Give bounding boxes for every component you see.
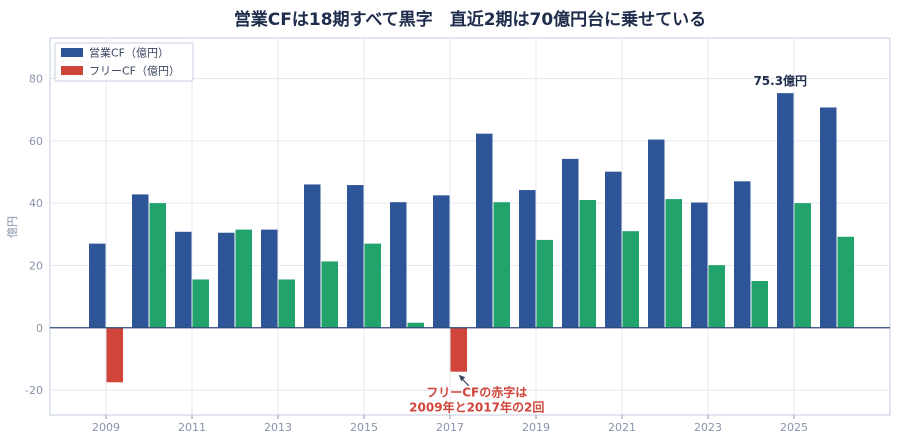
bar-operating-cf-2021 [605,171,622,328]
bar-operating-cf-2018 [476,133,493,328]
bar-operating-cf-2026 [820,107,837,328]
legend: 営業CF（億円） フリーCF（億円） [54,42,194,82]
y-axis-ticks: -20 0 20 40 60 80 [25,73,43,398]
x-tick-label-2017: 2017 [436,421,464,434]
bar-operating-cf-2012 [218,232,235,328]
annotation-negative-fcf-line-2: 2009年と2017年の2回 [409,400,544,415]
chart-title: 営業CFは18期すべて黒字 直近2期は70億円台に乗せている [234,9,706,30]
y-tick-label-80: 80 [29,73,43,86]
bar-free-cf-2010 [149,203,166,328]
bar-free-cf-2025 [794,203,811,328]
bar-operating-cf-2011 [175,231,192,328]
legend-swatch-operating-cf [61,48,83,57]
x-axis-ticks: 2009 2011 2013 2015 2017 2019 2021 2023 2025 [92,415,808,434]
bar-free-cf-2017 [450,327,467,372]
x-tick-label-2021: 2021 [608,421,636,434]
bars [89,93,854,383]
bar-free-cf-2015 [364,243,381,328]
legend-label-free-cf: フリーCF（億円） [89,65,180,78]
bar-free-cf-2023 [708,265,725,328]
bar-free-cf-2012 [235,229,252,328]
bar-free-cf-2014 [321,261,338,328]
bar-operating-cf-2009 [89,243,106,328]
bar-operating-cf-2023 [691,202,708,328]
y-tick-label-0: 0 [36,322,43,335]
x-tick-label-2023: 2023 [694,421,722,434]
x-tick-label-2025: 2025 [780,421,808,434]
x-tick-label-2011: 2011 [178,421,206,434]
bar-free-cf-2011 [192,279,209,328]
x-tick-label-2013: 2013 [264,421,292,434]
y-tick-label--20: -20 [25,384,43,397]
bar-free-cf-2024 [751,281,768,328]
bar-free-cf-2016 [407,322,424,328]
legend-swatch-free-cf [61,66,83,75]
legend-box [54,42,194,82]
x-tick-label-2019: 2019 [522,421,550,434]
x-tick-label-2009: 2009 [92,421,120,434]
bar-operating-cf-2014 [304,184,321,328]
bar-operating-cf-2016 [390,202,407,328]
bar-free-cf-2019 [536,239,553,328]
bar-free-cf-2026 [837,236,854,328]
legend-label-operating-cf: 営業CF（億円） [89,46,169,60]
annotation-negative-fcf-line-1: フリーCFの赤字は [426,385,527,400]
bar-free-cf-2013 [278,279,295,328]
bar-operating-cf-2025 [777,93,794,328]
bar-free-cf-2020 [579,200,596,328]
y-tick-label-20: 20 [29,259,43,272]
bar-operating-cf-2010 [132,194,149,328]
bar-free-cf-2009 [106,327,123,383]
y-tick-label-40: 40 [29,197,43,210]
bar-operating-cf-2015 [347,185,364,328]
annotation-arrow-head [458,374,466,382]
bar-free-cf-2021 [622,231,639,328]
bar-free-cf-2022 [665,199,682,328]
bar-operating-cf-2020 [562,158,579,328]
annotation-peak-value: 75.3億円 [753,73,807,88]
bar-operating-cf-2022 [648,139,665,328]
gridlines [50,38,890,415]
y-axis-title: 億円 [6,216,19,238]
plot-frame [49,37,891,416]
bar-operating-cf-2024 [734,181,751,328]
bar-operating-cf-2019 [519,190,536,328]
bar-free-cf-2018 [493,202,510,328]
y-tick-label-60: 60 [29,135,43,148]
bar-operating-cf-2017 [433,195,450,328]
bar-operating-cf-2013 [261,229,278,328]
x-tick-label-2015: 2015 [350,421,378,434]
